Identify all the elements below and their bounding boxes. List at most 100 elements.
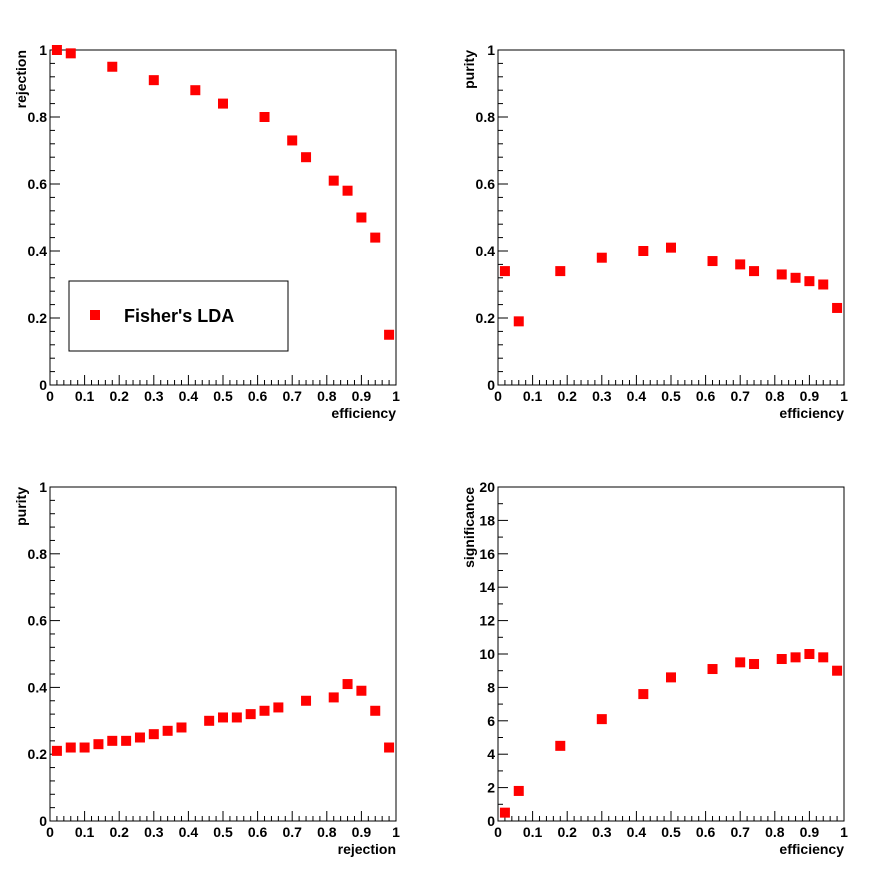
y-tick-label: 1 [39, 479, 47, 495]
data-point [134, 732, 145, 743]
data-point [776, 654, 787, 665]
x-tick-label: 0.8 [317, 824, 337, 840]
x-tick-label: 0.6 [248, 824, 268, 840]
data-point [107, 61, 118, 72]
data-point [328, 692, 339, 703]
data-point [749, 266, 760, 277]
data-point [776, 269, 787, 280]
y-axis-label: significance [461, 487, 477, 568]
y-tick-label: 0.6 [28, 613, 48, 629]
y-tick-label: 0.2 [476, 310, 496, 326]
x-tick-label: 1 [392, 388, 400, 404]
x-tick-label: 0.3 [144, 388, 164, 404]
data-point [121, 735, 132, 746]
y-tick-label: 8 [487, 679, 495, 695]
y-tick-label: 0.6 [476, 176, 496, 192]
data-point [638, 246, 649, 256]
x-tick-label: 0.1 [75, 824, 95, 840]
data-point [204, 715, 215, 726]
y-tick-label: 0.8 [476, 109, 496, 125]
data-point [79, 742, 90, 753]
y-axis-label: purity [461, 50, 477, 89]
legend-box [68, 280, 289, 352]
plot-frame [497, 49, 845, 386]
data-point [370, 705, 381, 716]
data-point [499, 807, 510, 818]
data-point [231, 712, 242, 723]
legend-marker [90, 310, 100, 320]
data-point [65, 48, 76, 59]
x-tick-label: 1 [840, 824, 848, 840]
data-point [65, 742, 76, 753]
data-point [356, 685, 367, 696]
data-point [596, 714, 607, 725]
data-point [342, 185, 353, 196]
x-tick-label: 0.7 [730, 388, 750, 404]
data-point [707, 664, 718, 675]
y-axis-label: rejection [13, 50, 29, 108]
x-tick-label: 0.9 [352, 824, 372, 840]
y-tick-label: 16 [479, 546, 495, 562]
x-axis-label: rejection [338, 841, 396, 857]
data-point [245, 709, 256, 720]
x-tick-label: 1 [840, 388, 848, 404]
data-point [93, 739, 104, 750]
data-point [301, 152, 312, 163]
data-point [384, 329, 395, 340]
legend: Fisher's LDA [68, 280, 289, 352]
x-tick-label: 0.4 [627, 388, 647, 404]
data-point [259, 112, 270, 122]
y-tick-label: 0.4 [476, 243, 496, 259]
x-tick-label: 0.2 [109, 824, 129, 840]
x-tick-label: 0.8 [317, 388, 337, 404]
x-tick-label: 0.2 [109, 388, 129, 404]
data-point [499, 266, 510, 277]
data-point [162, 725, 173, 736]
y-tick-label: 0.8 [28, 109, 48, 125]
data-point [804, 276, 815, 287]
y-tick-label: 2 [487, 780, 495, 796]
x-tick-label: 0.5 [213, 388, 233, 404]
y-tick-label: 4 [487, 746, 495, 762]
y-tick-label: 12 [479, 613, 495, 629]
data-point [301, 695, 312, 706]
y-tick-label: 0.2 [28, 746, 48, 762]
data-point [107, 735, 118, 746]
x-tick-label: 0.4 [627, 824, 647, 840]
x-tick-label: 0.2 [557, 824, 577, 840]
x-tick-label: 0.6 [248, 388, 268, 404]
x-tick-label: 0.9 [800, 388, 820, 404]
x-tick-label: 0 [46, 388, 54, 404]
data-point [370, 232, 381, 243]
data-point [804, 649, 815, 659]
x-tick-label: 0.4 [179, 388, 199, 404]
data-point [328, 175, 339, 186]
y-tick-label: 0 [39, 377, 47, 393]
data-point [218, 712, 228, 723]
y-tick-label: 6 [487, 713, 495, 729]
chart-panels: 0 0.1 0.2 0.3 0.4 0.5 0.6 0.7 0.8 0.9 100.20.40.60… [13, 42, 848, 857]
data-point [832, 665, 843, 676]
x-tick-label: 0.1 [523, 388, 543, 404]
y-tick-label: 0.4 [28, 679, 48, 695]
x-axis-label: efficiency [779, 841, 844, 857]
x-tick-label: 0 [494, 824, 502, 840]
x-tick-label: 0.4 [179, 824, 199, 840]
y-tick-label: 10 [479, 646, 495, 662]
data-point [259, 705, 270, 716]
panel-rejection-vs-efficiency: 0 0.1 0.2 0.3 0.4 0.5 0.6 0.7 0.8 0.9 1 0 0.2 0.4 0.6 0… [13, 42, 400, 421]
x-tick-label: 0.8 [765, 824, 785, 840]
x-tick-label: 0.2 [557, 388, 577, 404]
data-point [818, 652, 829, 663]
y-tick-label: 1 [487, 42, 495, 58]
data-point [666, 672, 676, 683]
data-point [148, 75, 159, 86]
y-axis-label: purity [13, 487, 29, 526]
y-tick-label: 0.6 [28, 176, 48, 192]
x-tick-label: 0 [494, 388, 502, 404]
x-tick-label: 1 [392, 824, 400, 840]
x-tick-label: 0.9 [352, 388, 372, 404]
panel-purity-vs-efficiency: 0 0.1 0.2 0.3 0.4 0.5 0.6 0.7 0.8 0.9 1 0 0.2 0.4 0.6 0… [461, 42, 848, 421]
data-point [749, 659, 760, 670]
y-tick-label: 0 [487, 813, 495, 829]
